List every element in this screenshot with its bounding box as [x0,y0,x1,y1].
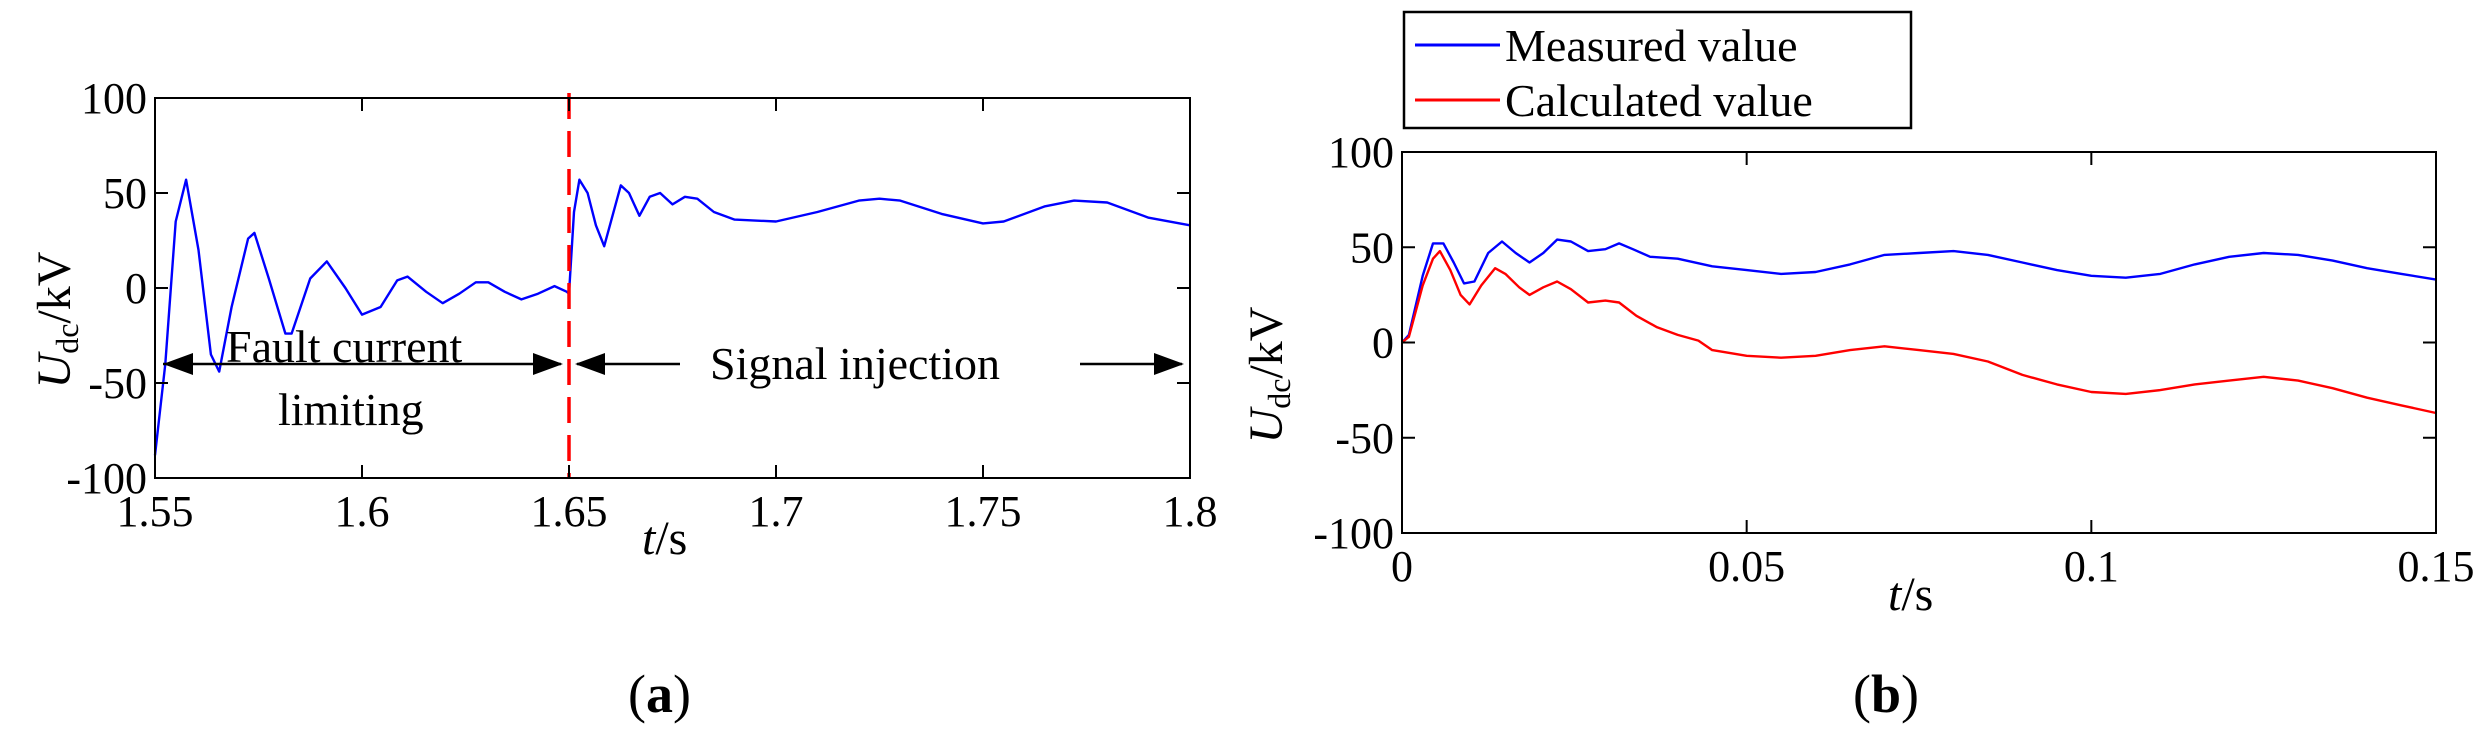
chart-b-panel-letter: b [1871,664,1901,724]
chart-b-x-label-unit: /s [1901,568,1933,621]
x-tick-label: 0.15 [2398,542,2475,591]
x-tick-label: 0.1 [2064,542,2119,591]
chart-b-x-axis: 0 0.05 0.1 0.15 [1391,152,2475,591]
signal-annotation-text: Signal injection [710,338,1000,389]
chart-b-series-measured [1401,238,2437,344]
signal-arrow-left-head [575,353,605,375]
chart-a-x-label: t/s [642,512,687,565]
fault-arrow-right-head [533,353,563,375]
x-tick-label: 1.75 [945,487,1022,536]
chart-a-annotation-signal: Signal injection [575,326,1184,389]
x-tick-label: 1.55 [117,487,194,536]
x-tick-label: 1.7 [749,487,804,536]
y-tick-label: -100 [1313,509,1394,558]
y-tick-label: 100 [81,74,147,123]
chart-b-panel-label: (b) [1853,664,1919,724]
fault-arrow-left-head [163,353,193,375]
chart-a-x-axis: 1.55 1.6 1.65 1.7 1.75 1.8 [117,98,1218,536]
chart-b-y-label-var: U [1240,405,1293,443]
chart-a-panel-letter: a [646,664,673,724]
fault-annotation-line-2: limiting [278,384,424,435]
x-tick-label: 0 [1391,542,1413,591]
chart-a-x-label-var: t [642,512,657,565]
fault-annotation-line-1: Fault current [226,321,463,372]
legend-entry-measured: Measured value [1505,20,1798,71]
chart-b-y-label-sub: dc [1261,379,1297,409]
x-tick-label: 0.05 [1708,542,1785,591]
chart-a-y-label-unit: /kV [28,251,81,323]
x-tick-label: 1.8 [1163,487,1218,536]
chart-b-legend: Measured value Calculated value [1402,10,1913,130]
chart-b-x-label-var: t [1888,568,1903,621]
chart-a-x-label-unit: /s [655,512,687,565]
y-tick-label: -50 [88,359,147,408]
chart-b-plot-area [1401,151,2437,534]
signal-arrow-right-head [1154,353,1184,375]
chart-b-y-axis: -100 -50 0 50 100 [1313,128,2436,558]
chart-a-panel-label: (a) [628,664,691,724]
legend-box [1402,10,1913,130]
chart-a-y-label: Udc/kV [28,251,85,388]
x-tick-label: 1.6 [335,487,390,536]
chart-a-y-label-var: U [28,350,81,388]
x-tick-label: 1.65 [531,487,608,536]
signal-annotation-background [680,326,1080,382]
legend-entry-calculated: Calculated value [1505,75,1813,126]
chart-a-annotation-fault: Fault current limiting [163,321,563,435]
y-tick-label: 50 [1350,223,1394,272]
chart-b-series-calculated [1401,249,2437,415]
chart-b-x-label: t/s [1888,568,1933,621]
chart-a-y-label-sub: dc [49,324,85,354]
y-tick-label: 50 [103,169,147,218]
y-tick-label: -50 [1335,414,1394,463]
chart-b-y-label: Udc/kV [1240,306,1297,443]
chart-b-y-label-unit: /kV [1240,306,1293,378]
y-tick-label: 0 [125,264,147,313]
y-tick-label: 100 [1328,128,1394,177]
y-tick-label: -100 [66,454,147,503]
chart-a-y-axis: -100 -50 0 50 100 [66,74,1190,503]
chart-a: -100 -50 0 50 100 1.55 1.6 1.65 1.7 1.75 1.8 Faul… [28,74,1218,724]
y-tick-label: 0 [1372,319,1394,368]
chart-b: -100 -50 0 50 100 0 0.05 0.1 0.15 Measured valu… [1240,10,2475,724]
